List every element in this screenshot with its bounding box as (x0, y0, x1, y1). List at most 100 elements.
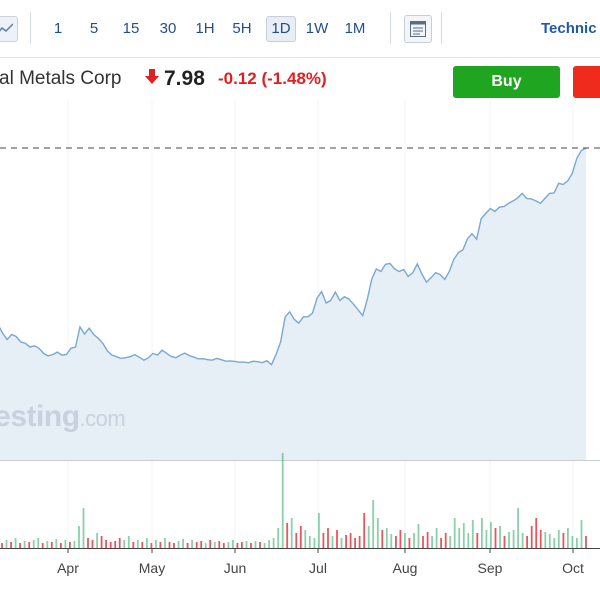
volume-bar (390, 534, 393, 548)
volume-bar (553, 538, 556, 548)
volume-bar (557, 530, 560, 548)
volume-bar (399, 530, 402, 548)
interval-1d[interactable]: 1D (266, 16, 296, 42)
volume-bar (340, 538, 343, 548)
volume-bar (453, 518, 456, 548)
volume-bar (46, 541, 49, 548)
volume-bar (471, 520, 474, 548)
volume-bar (64, 540, 67, 548)
volume-bar (155, 540, 157, 548)
volume-bar (55, 539, 58, 548)
volume-bar (413, 533, 415, 548)
volume-bar (462, 523, 465, 548)
volume-bar (322, 533, 325, 548)
volume-bar (191, 540, 193, 548)
area-chart-icon (0, 23, 13, 32)
volume-bar (304, 530, 307, 548)
interval-15[interactable]: 15 (122, 20, 140, 37)
volume-bar (96, 533, 98, 548)
interval-5h[interactable]: 5H (232, 20, 252, 37)
volume-bar (272, 538, 275, 548)
toolbar-separator (441, 12, 442, 44)
volume-bar (385, 528, 388, 548)
volume-bar (277, 528, 280, 548)
volume-bar (69, 542, 71, 548)
volume-bar (499, 526, 501, 548)
toolbar-separator (390, 12, 391, 44)
volume-bar (136, 540, 139, 548)
volume-bar (236, 543, 239, 548)
volume-bar (286, 523, 289, 548)
volume-bar (548, 534, 551, 548)
volume-bar (232, 540, 234, 548)
volume-bar (182, 539, 184, 548)
volume-bar (567, 528, 569, 548)
volume-bar (517, 508, 519, 548)
volume-bar (526, 536, 528, 548)
volume-bar (444, 533, 447, 548)
volume-bar (544, 532, 547, 548)
volume-bar (259, 542, 261, 548)
technical-link[interactable]: Technic (541, 20, 597, 37)
buy-button[interactable]: Buy (453, 66, 560, 98)
volume-bar (127, 536, 130, 548)
volume-bar (327, 528, 329, 548)
interval-1h[interactable]: 1H (195, 20, 215, 37)
volume-bar (508, 532, 510, 548)
volume-bar (105, 540, 107, 548)
volume-bar (313, 538, 316, 548)
volume-bar (336, 530, 338, 548)
layout-icon (410, 21, 426, 37)
x-axis-ticks: Apr May Jun Jul Aug Sep Oct (57, 548, 584, 576)
watermark: vesting.com (0, 400, 126, 433)
volume-bar (354, 538, 356, 548)
volume-bar (28, 542, 31, 548)
volume-bar (585, 536, 587, 548)
interval-1w[interactable]: 1W (305, 20, 329, 37)
interval-1[interactable]: 1 (53, 20, 63, 37)
volume-bar (186, 543, 189, 548)
volume-bar (213, 542, 216, 548)
interval-5[interactable]: 5 (89, 20, 99, 37)
x-tick-label: Sep (478, 560, 503, 576)
chart-type-button[interactable] (0, 16, 18, 42)
volume-bar (114, 541, 117, 548)
volume-bar (299, 526, 302, 548)
volume-bar (254, 541, 257, 548)
volume-bar (218, 541, 221, 548)
volume-bar (204, 543, 207, 548)
volume-bars (1, 453, 587, 548)
volume-bar (23, 541, 26, 548)
volume-bar (100, 536, 103, 548)
volume-bar (263, 543, 266, 548)
volume-bar (41, 543, 44, 548)
layout-button[interactable] (404, 15, 432, 43)
volume-bar (476, 533, 479, 548)
volume-bar (494, 528, 497, 548)
volume-bar (14, 538, 17, 548)
volume-bar (10, 542, 12, 548)
x-tick-label: Jun (224, 560, 247, 576)
volume-bar (173, 543, 175, 548)
volume-bar (417, 524, 420, 548)
sell-button[interactable] (573, 66, 600, 98)
last-price: 7.98 (164, 67, 205, 90)
change-value: -0.12 (218, 69, 257, 88)
quote-bar: al Metals Corp 7.98 -0.12 (-1.48%) Buy (0, 60, 600, 100)
interval-30[interactable]: 30 (159, 20, 177, 37)
volume-bar (426, 532, 429, 548)
x-tick-label: Aug (393, 560, 418, 576)
volume-bar (440, 538, 442, 548)
volume-bar (146, 538, 148, 548)
volume-bar (290, 518, 293, 548)
volume-bar (503, 536, 506, 548)
price-change: -0.12 (-1.48%) (218, 69, 327, 89)
volume-bar (381, 530, 384, 548)
volume-bar (159, 542, 162, 548)
x-tick-label: May (139, 560, 165, 576)
volume-bar (535, 518, 538, 548)
volume-bar (150, 543, 153, 548)
volume-bar (19, 543, 21, 548)
interval-1m[interactable]: 1M (344, 20, 366, 37)
